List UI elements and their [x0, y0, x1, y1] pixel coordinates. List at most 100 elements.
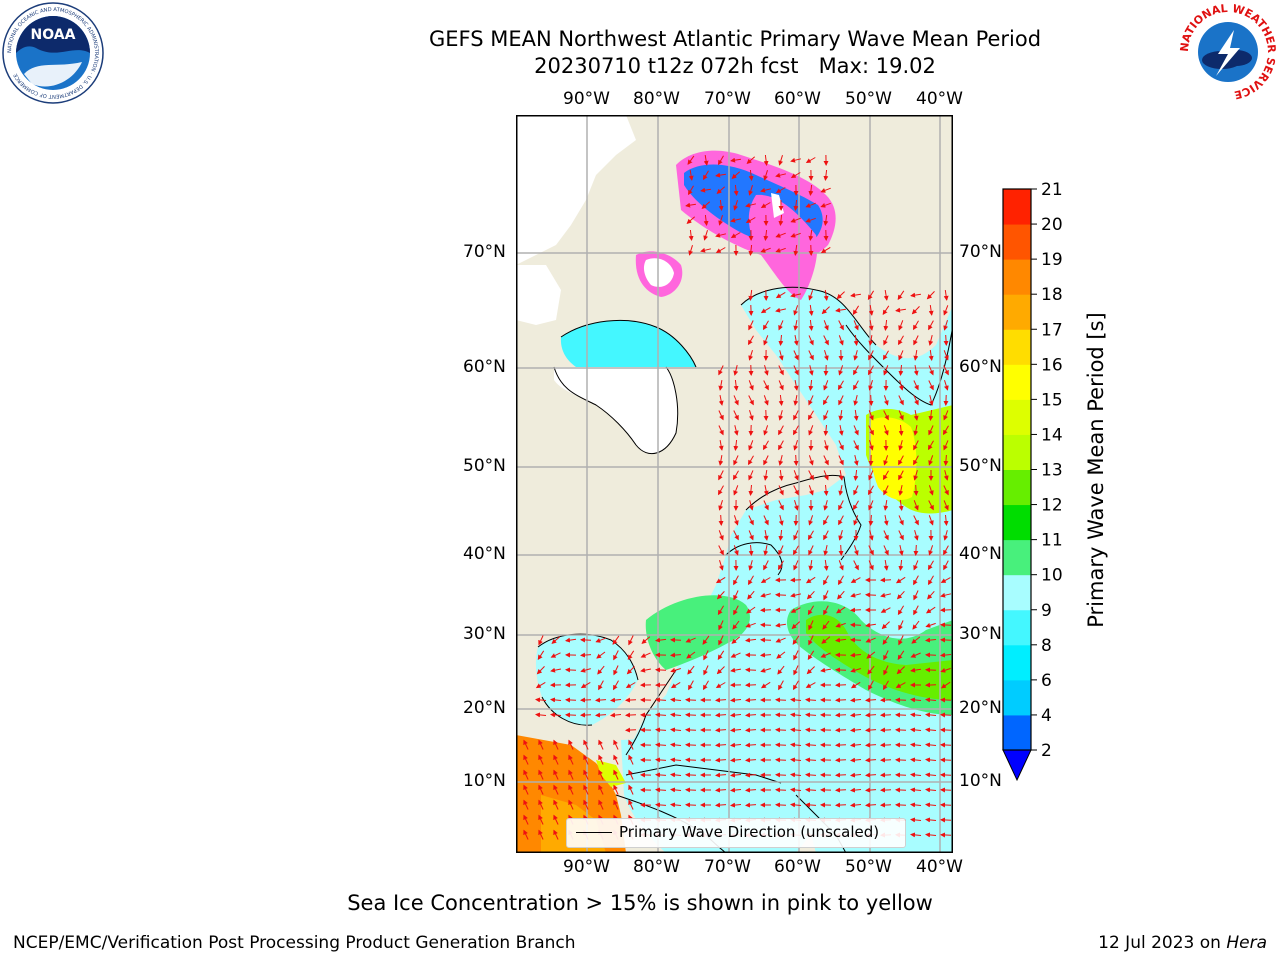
colorbar-segment — [1003, 364, 1031, 400]
direction-arrow — [551, 636, 561, 644]
direction-arrow — [897, 335, 904, 346]
direction-arrow — [760, 202, 771, 209]
direction-arrow — [670, 652, 682, 658]
direction-arrow — [911, 306, 920, 315]
direction-arrow — [883, 515, 889, 526]
direction-arrow — [670, 667, 681, 673]
direction-arrow — [775, 637, 786, 643]
direction-arrow — [882, 470, 889, 481]
direction-arrow — [760, 652, 772, 658]
direction-arrow — [805, 682, 816, 688]
direction-arrow — [523, 754, 529, 765]
colorbar-tick-label: 11 — [1041, 531, 1063, 551]
direction-arrow — [730, 757, 742, 763]
colorbar-tick-label: 18 — [1041, 285, 1063, 305]
direction-arrow — [778, 514, 784, 526]
direction-arrow — [763, 455, 769, 466]
direction-arrow — [568, 799, 574, 810]
direction-arrow — [790, 217, 801, 223]
direction-arrow — [655, 772, 667, 778]
direction-arrow — [793, 485, 799, 496]
direction-arrow — [793, 665, 799, 676]
direction-arrow — [778, 155, 784, 166]
direction-arrow — [778, 214, 784, 226]
chart-subtitle: 20230710 t12z 072h fcst Max: 19.02 — [534, 54, 936, 78]
colorbar-segments — [1002, 189, 1032, 782]
direction-arrow — [823, 410, 829, 421]
direction-arrow — [898, 620, 904, 631]
direction-arrow — [670, 727, 682, 733]
direction-arrow — [865, 592, 877, 598]
direction-arrow — [910, 667, 921, 673]
direction-arrow — [748, 544, 754, 556]
direction-arrow — [865, 802, 877, 808]
direction-arrow — [940, 577, 951, 583]
direction-arrow — [715, 712, 727, 718]
direction-arrow — [748, 380, 754, 391]
direction-arrow — [853, 454, 859, 466]
direction-arrow — [792, 545, 799, 556]
direction-arrow — [748, 470, 754, 481]
lat-label-left-50n: 50°N — [463, 456, 506, 476]
direction-arrow — [748, 350, 754, 361]
direction-arrow — [850, 802, 862, 808]
direction-arrow — [883, 319, 889, 331]
direction-arrow — [685, 637, 696, 643]
direction-arrow — [716, 186, 726, 194]
direction-arrow — [838, 560, 844, 571]
direction-arrow — [763, 365, 769, 376]
direction-arrow — [913, 500, 919, 511]
direction-arrow — [775, 802, 787, 808]
direction-arrow — [865, 637, 876, 643]
direction-arrow — [928, 349, 934, 361]
direction-arrow — [838, 320, 844, 331]
direction-arrow — [868, 365, 874, 376]
direction-arrow — [808, 304, 814, 316]
direction-arrow — [868, 545, 874, 556]
direction-arrow — [686, 651, 696, 659]
map-border — [516, 115, 953, 853]
direction-arrow — [748, 500, 754, 511]
direction-arrow — [790, 772, 802, 778]
direction-arrow — [550, 697, 562, 703]
direction-arrow — [523, 769, 529, 780]
direction-arrow — [760, 577, 771, 584]
direction-arrow — [898, 484, 904, 496]
direction-arrow — [808, 395, 814, 406]
direction-arrow — [790, 697, 802, 703]
direction-arrow — [790, 787, 802, 793]
direction-arrow — [823, 500, 829, 511]
direction-arrow — [850, 652, 862, 658]
direction-arrow — [538, 739, 544, 750]
direction-arrow — [882, 680, 889, 691]
colorbar-segment — [1003, 329, 1031, 365]
direction-arrow — [613, 799, 619, 810]
direction-arrow — [687, 665, 695, 675]
direction-arrow — [538, 829, 544, 840]
direction-arrow — [655, 712, 667, 718]
direction-arrow — [775, 307, 787, 313]
direction-arrow — [670, 757, 682, 763]
direction-arrow — [806, 666, 815, 675]
direction-arrow — [568, 784, 574, 795]
colorbar-tick-label: 19 — [1041, 250, 1063, 270]
direction-arrow — [748, 244, 754, 256]
direction-arrow — [701, 201, 711, 209]
direction-arrow — [868, 335, 874, 346]
direction-arrow — [823, 575, 829, 586]
direction-arrow — [715, 757, 727, 763]
direction-arrow — [718, 455, 724, 466]
direction-arrow — [943, 365, 949, 376]
direction-arrow — [763, 500, 769, 511]
colorbar-segment — [1003, 609, 1031, 646]
direction-arrow — [535, 697, 547, 703]
direction-arrow — [580, 667, 591, 673]
direction-arrow — [823, 424, 829, 436]
direction-arrow — [641, 636, 651, 644]
direction-arrow — [703, 230, 709, 241]
direction-arrow — [853, 350, 859, 361]
direction-arrow — [807, 650, 815, 661]
direction-arrow — [808, 184, 814, 196]
producer-credit: NCEP/EMC/Verification Post Processing Pr… — [13, 933, 576, 953]
direction-arrow — [538, 754, 544, 765]
